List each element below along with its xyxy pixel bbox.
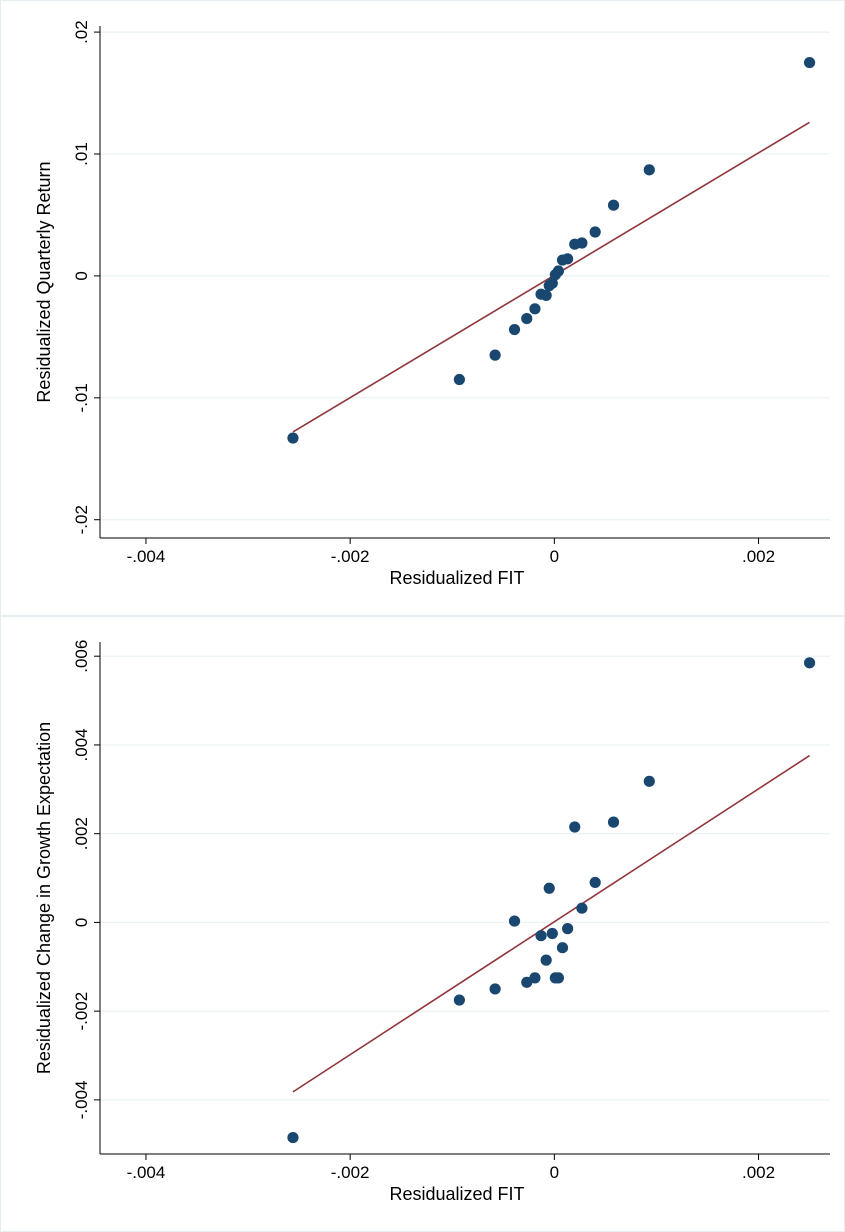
data-point	[589, 226, 601, 238]
x-tick-label: .002	[742, 1163, 775, 1182]
y-tick-label: -.02	[72, 505, 91, 534]
data-point	[546, 927, 558, 940]
data-point	[287, 1131, 299, 1144]
x-tick-label: -.004	[127, 547, 166, 566]
y-axis-title: Residualized Quarterly Return	[34, 161, 54, 402]
data-point	[489, 983, 501, 995]
data-point	[643, 775, 655, 787]
panel-border	[0, 0, 845, 616]
data-point	[489, 349, 501, 361]
data-point	[543, 882, 555, 894]
y-tick-label: .01	[72, 142, 91, 166]
data-point	[535, 930, 547, 942]
data-point	[546, 277, 558, 289]
data-point	[521, 976, 533, 988]
scatter-chart-bottom: -.004 -.002 0 .002 -.004 -.002 0 .002 .004 .006 Re…	[0, 616, 845, 1232]
chart-panel-bottom: -.004 -.002 0 .002 -.004 -.002 0 .002 .004 .006 Re…	[0, 616, 845, 1232]
data-point	[540, 954, 552, 966]
data-point	[453, 373, 465, 386]
x-tick-label: .002	[742, 547, 775, 566]
data-point	[552, 265, 565, 277]
panel-border	[0, 616, 845, 1232]
data-point	[803, 657, 816, 669]
data-point	[529, 303, 541, 315]
x-tick-label: -.002	[331, 547, 370, 566]
data-point	[576, 237, 588, 249]
chart-panel-top: -.004 -.002 0 .002 -.02 -.01 0 .01 .02 Residualiz…	[0, 0, 845, 616]
x-tick-label: 0	[550, 547, 559, 566]
y-tick-label: .002	[72, 817, 91, 850]
y-tick-label: .006	[72, 640, 91, 673]
data-point	[552, 972, 565, 984]
y-tick-label: 0	[72, 271, 91, 280]
y-tick-label: .02	[72, 20, 91, 44]
data-point	[576, 902, 588, 914]
y-tick-label: 0	[72, 918, 91, 927]
fit-line	[292, 754, 811, 1093]
y-tick-label: -.002	[72, 992, 91, 1031]
data-point	[569, 821, 581, 833]
data-point	[453, 994, 465, 1006]
x-axis-title: Residualized FIT	[389, 568, 524, 588]
data-point	[287, 432, 299, 444]
data-point	[607, 199, 620, 211]
data-point	[508, 915, 521, 927]
data-point	[607, 816, 620, 828]
scatter-chart-top: -.004 -.002 0 .002 -.02 -.01 0 .01 .02 Residualiz…	[0, 0, 845, 616]
y-tick-label: .004	[72, 728, 91, 761]
y-tick-label: -.004	[72, 1080, 91, 1119]
data-point	[529, 972, 541, 984]
x-axis-title: Residualized FIT	[389, 1184, 524, 1204]
y-axis-title: Residualized Change in Growth Expectatio…	[34, 722, 54, 1074]
data-point	[562, 923, 574, 935]
data-point	[562, 253, 574, 265]
data-point	[643, 164, 655, 176]
y-tick-label: -.01	[72, 383, 91, 412]
data-point	[803, 56, 816, 69]
data-point	[508, 323, 521, 336]
data-point	[556, 942, 569, 954]
x-tick-label: -.004	[127, 1163, 166, 1182]
x-tick-label: 0	[550, 1163, 559, 1182]
data-point	[521, 312, 533, 325]
data-point	[589, 876, 601, 889]
x-tick-label: -.002	[331, 1163, 370, 1182]
data-point	[540, 289, 552, 302]
